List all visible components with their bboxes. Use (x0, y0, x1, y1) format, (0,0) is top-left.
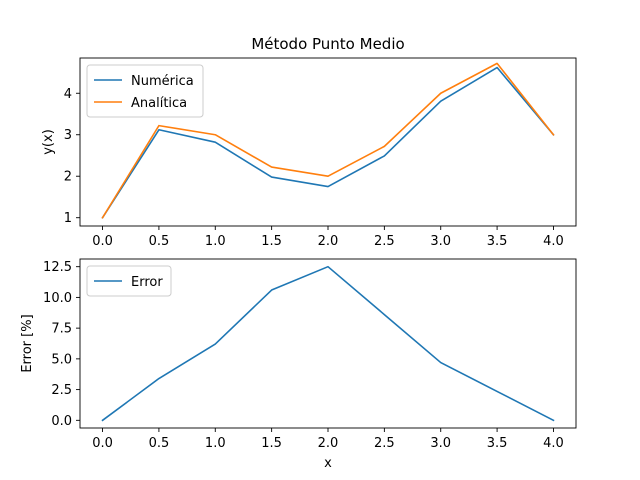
chart1-series-line-1 (101, 66, 555, 219)
chart2-y-tick-label: 7.5 (51, 322, 72, 337)
chart2-x-tick-label: 0.5 (149, 436, 170, 451)
chart2-x-tick-label: 2.0 (318, 436, 339, 451)
chart2-x-tick-label: 1.0 (205, 436, 226, 451)
chart2-x-tick-label: 0.0 (92, 436, 113, 451)
chart1-x-tick-label: 1.5 (261, 234, 282, 249)
chart2-series-line-1 (101, 265, 555, 422)
chart2-x-tick-label: 4.0 (543, 436, 564, 451)
chart2-y-tick-label: 2.5 (51, 383, 72, 398)
chart2-x-tick-label: 3.0 (430, 436, 451, 451)
chart2-x-tick-label: 2.5 (374, 436, 395, 451)
chart2-x-axis-label: x (324, 456, 332, 471)
chart1-title: Método Punto Medio (251, 35, 404, 53)
chart2-x-tick-label: 3.5 (487, 436, 508, 451)
chart1-legend-label-1: Numérica (131, 74, 194, 89)
chart1-x-tick-label: 2.0 (318, 234, 339, 249)
chart1-y-axis-label: y(x) (41, 129, 56, 155)
chart1-y-tick-label: 3 (64, 128, 72, 143)
chart1-y-tick-label: 1 (64, 211, 72, 226)
chart1-x-tick-label: 2.5 (374, 234, 395, 249)
chart2-y-tick-label: 5.0 (51, 352, 72, 367)
chart1-y-tick-label: 4 (64, 87, 72, 102)
chart2-legend-box (86, 265, 172, 297)
chart1-x-tick-label: 3.5 (487, 234, 508, 249)
chart1-y-tick-label: 2 (64, 170, 72, 185)
chart1-series-line-2 (101, 62, 555, 219)
chart1-x-tick-label: 0.0 (92, 234, 113, 249)
chart2-y-tick-label: 10.0 (43, 291, 72, 306)
chart2-y-tick-label: 0.0 (51, 414, 72, 429)
chart1-x-tick-label: 1.0 (205, 234, 226, 249)
chart2-legend-label-1: Error (131, 275, 163, 290)
chart1-x-tick-label: 4.0 (543, 234, 564, 249)
chart2-y-axis-label: Error [%] (20, 314, 35, 372)
chart2-x-tick-label: 1.5 (261, 436, 282, 451)
chart2-y-tick-label: 12.5 (43, 260, 72, 275)
chart1-legend-label-2: Analítica (131, 96, 187, 111)
chart1-legend-box (86, 64, 204, 118)
chart1-x-tick-label: 0.5 (149, 234, 170, 249)
chart1-x-tick-label: 3.0 (430, 234, 451, 249)
